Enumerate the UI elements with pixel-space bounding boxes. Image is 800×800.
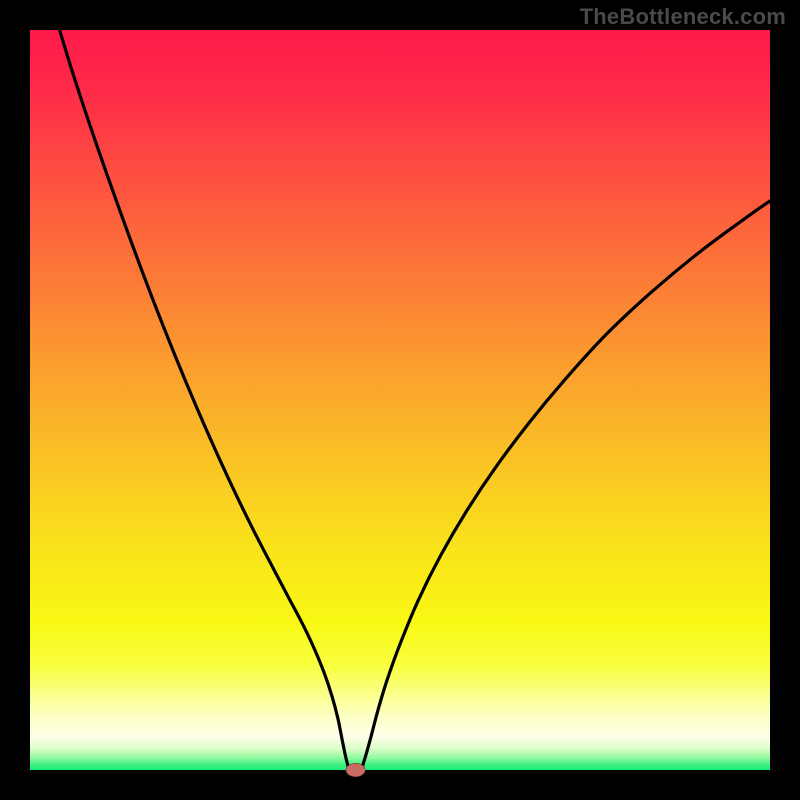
watermark-text: TheBottleneck.com <box>580 4 786 30</box>
plot-background <box>30 30 770 770</box>
chart-svg <box>0 0 800 800</box>
chart-stage: TheBottleneck.com <box>0 0 800 800</box>
optimal-point-marker <box>346 763 365 776</box>
